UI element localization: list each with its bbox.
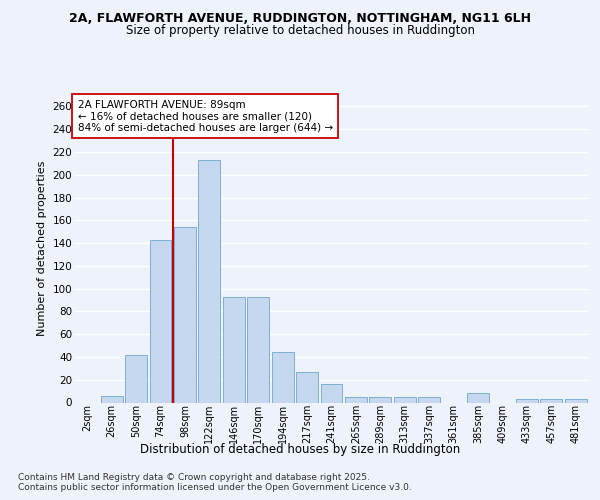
Bar [516, 399, 538, 402]
Text: Size of property relative to detached houses in Ruddington: Size of property relative to detached ho… [125, 24, 475, 37]
Bar [296, 372, 318, 402]
Y-axis label: Number of detached properties: Number of detached properties [37, 161, 47, 336]
Bar [565, 399, 587, 402]
Bar [345, 397, 367, 402]
Bar [541, 399, 562, 402]
Text: 2A FLAWFORTH AVENUE: 89sqm
← 16% of detached houses are smaller (120)
84% of sem: 2A FLAWFORTH AVENUE: 89sqm ← 16% of deta… [77, 100, 332, 133]
Bar [199, 160, 220, 402]
Bar [370, 397, 391, 402]
Bar [467, 394, 489, 402]
Bar [394, 397, 416, 402]
Bar [125, 354, 147, 403]
Bar [247, 296, 269, 403]
Bar [320, 384, 343, 402]
Text: Distribution of detached houses by size in Ruddington: Distribution of detached houses by size … [140, 442, 460, 456]
Bar [272, 352, 293, 403]
Bar [418, 397, 440, 402]
Text: 2A, FLAWFORTH AVENUE, RUDDINGTON, NOTTINGHAM, NG11 6LH: 2A, FLAWFORTH AVENUE, RUDDINGTON, NOTTIN… [69, 12, 531, 26]
Bar [149, 240, 172, 402]
Text: Contains HM Land Registry data © Crown copyright and database right 2025.
Contai: Contains HM Land Registry data © Crown c… [18, 472, 412, 492]
Bar [223, 296, 245, 403]
Bar [174, 227, 196, 402]
Bar [101, 396, 122, 402]
